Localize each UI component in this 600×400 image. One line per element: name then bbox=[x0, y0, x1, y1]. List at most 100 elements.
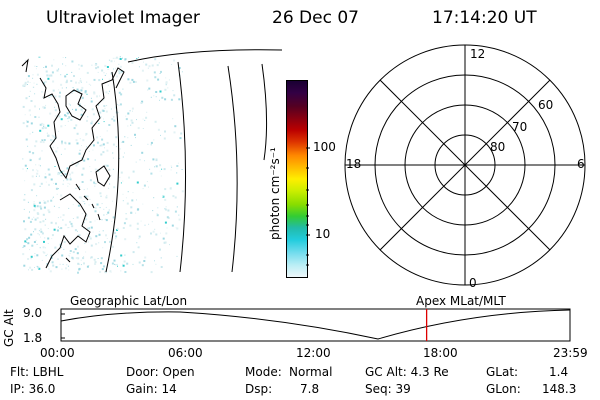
aurora-speckle bbox=[69, 250, 72, 252]
aurora-speckle bbox=[131, 62, 134, 64]
aurora-speckle bbox=[40, 207, 43, 210]
aurora-speckle bbox=[69, 178, 72, 181]
aurora-speckle bbox=[160, 134, 161, 136]
aurora-speckle bbox=[24, 59, 26, 61]
aurora-speckle bbox=[28, 269, 29, 271]
aurora-speckle bbox=[57, 173, 60, 176]
aurora-speckle bbox=[58, 89, 60, 91]
aurora-speckle bbox=[90, 97, 92, 99]
aurora-speckle bbox=[43, 251, 46, 254]
aurora-speckle bbox=[59, 91, 61, 94]
aurora-speckle bbox=[57, 258, 59, 260]
aurora-speckle bbox=[118, 57, 121, 60]
aurora-speckle bbox=[86, 233, 88, 235]
aurora-speckle bbox=[106, 164, 109, 167]
aurora-speckle bbox=[119, 99, 121, 101]
aurora-speckle bbox=[89, 221, 92, 223]
aurora-speckle bbox=[33, 241, 36, 243]
aurora-speckle bbox=[163, 137, 166, 140]
aurora-speckle bbox=[95, 235, 98, 238]
aurora-speckle bbox=[113, 232, 116, 235]
aurora-speckle bbox=[142, 128, 144, 129]
aurora-speckle bbox=[64, 148, 66, 150]
aurora-speckle bbox=[47, 228, 49, 229]
aurora-speckle bbox=[91, 108, 94, 111]
aurora-speckle bbox=[24, 114, 26, 116]
aurora-speckle bbox=[30, 189, 33, 192]
aurora-speckle bbox=[77, 204, 80, 207]
aurora-speckle bbox=[46, 265, 49, 268]
aurora-speckle bbox=[52, 80, 55, 83]
aurora-speckle bbox=[178, 218, 181, 221]
aurora-speckle bbox=[122, 57, 123, 59]
aurora-speckle bbox=[71, 161, 74, 164]
aurora-speckle bbox=[22, 158, 24, 160]
aurora-speckle bbox=[34, 105, 36, 108]
aurora-speckle bbox=[68, 116, 71, 119]
aurora-speckle bbox=[153, 197, 155, 199]
aurora-speckle bbox=[160, 266, 163, 268]
aurora-speckle bbox=[59, 227, 61, 229]
aurora-speckle bbox=[51, 238, 53, 240]
map-coastline bbox=[95, 165, 111, 187]
aurora-speckle bbox=[77, 262, 80, 265]
door-info: Door: Open bbox=[126, 365, 195, 379]
aurora-speckle bbox=[85, 132, 88, 135]
aurora-speckle bbox=[48, 183, 50, 186]
aurora-speckle bbox=[159, 90, 162, 93]
aurora-speckle bbox=[105, 91, 108, 94]
aurora-speckle bbox=[136, 181, 139, 184]
aurora-speckle bbox=[27, 145, 29, 147]
aurora-speckle bbox=[97, 66, 100, 69]
aurora-speckle bbox=[96, 218, 98, 220]
aurora-speckle bbox=[41, 232, 44, 235]
aurora-speckle bbox=[95, 243, 98, 246]
aurora-speckle bbox=[135, 137, 136, 139]
aurora-speckle bbox=[90, 84, 92, 86]
lat-label-60: 60 bbox=[538, 98, 554, 112]
aurora-speckle bbox=[57, 252, 59, 254]
aurora-speckle bbox=[68, 103, 70, 105]
map-longitude-line bbox=[177, 61, 187, 273]
aurora-speckle bbox=[25, 97, 28, 100]
y-tick-9: 9.0 bbox=[23, 306, 43, 320]
aurora-speckle bbox=[156, 214, 159, 217]
aurora-speckle bbox=[108, 59, 110, 61]
aurora-speckle bbox=[81, 200, 83, 202]
aurora-speckle bbox=[31, 218, 33, 220]
aurora-speckle bbox=[113, 79, 115, 81]
aurora-speckle bbox=[103, 208, 105, 210]
aurora-speckle bbox=[34, 255, 36, 257]
aurora-speckle bbox=[122, 88, 124, 90]
aurora-speckle bbox=[86, 93, 88, 95]
aurora-speckle bbox=[164, 98, 167, 101]
aurora-speckle bbox=[24, 240, 27, 243]
aurora-speckle bbox=[33, 231, 34, 233]
aurora-speckle bbox=[51, 234, 54, 237]
aurora-speckle bbox=[130, 206, 133, 209]
aurora-speckle bbox=[164, 198, 167, 201]
aurora-speckle bbox=[90, 244, 93, 247]
aurora-speckle bbox=[78, 64, 80, 66]
aurora-speckle bbox=[35, 68, 37, 70]
aurora-speckle bbox=[43, 125, 45, 127]
aurora-speckle bbox=[157, 128, 160, 131]
aurora-speckle bbox=[52, 139, 54, 141]
aurora-speckle bbox=[35, 164, 37, 166]
aurora-speckle bbox=[41, 122, 43, 124]
aurora-speckle bbox=[67, 182, 69, 184]
aurora-speckle bbox=[70, 119, 73, 121]
aurora-speckle bbox=[136, 242, 138, 244]
aurora-speckle bbox=[52, 196, 54, 198]
aurora-speckle bbox=[99, 207, 101, 209]
x-tick-06: 06:00 bbox=[168, 346, 203, 360]
aurora-speckle bbox=[97, 120, 99, 122]
aurora-speckle bbox=[155, 165, 158, 168]
aurora-speckle bbox=[47, 243, 49, 244]
aurora-speckle bbox=[66, 178, 69, 181]
aurora-speckle bbox=[24, 164, 27, 167]
map-coastline bbox=[45, 193, 91, 269]
aurora-speckle bbox=[54, 166, 56, 167]
aurora-speckle bbox=[54, 106, 55, 108]
